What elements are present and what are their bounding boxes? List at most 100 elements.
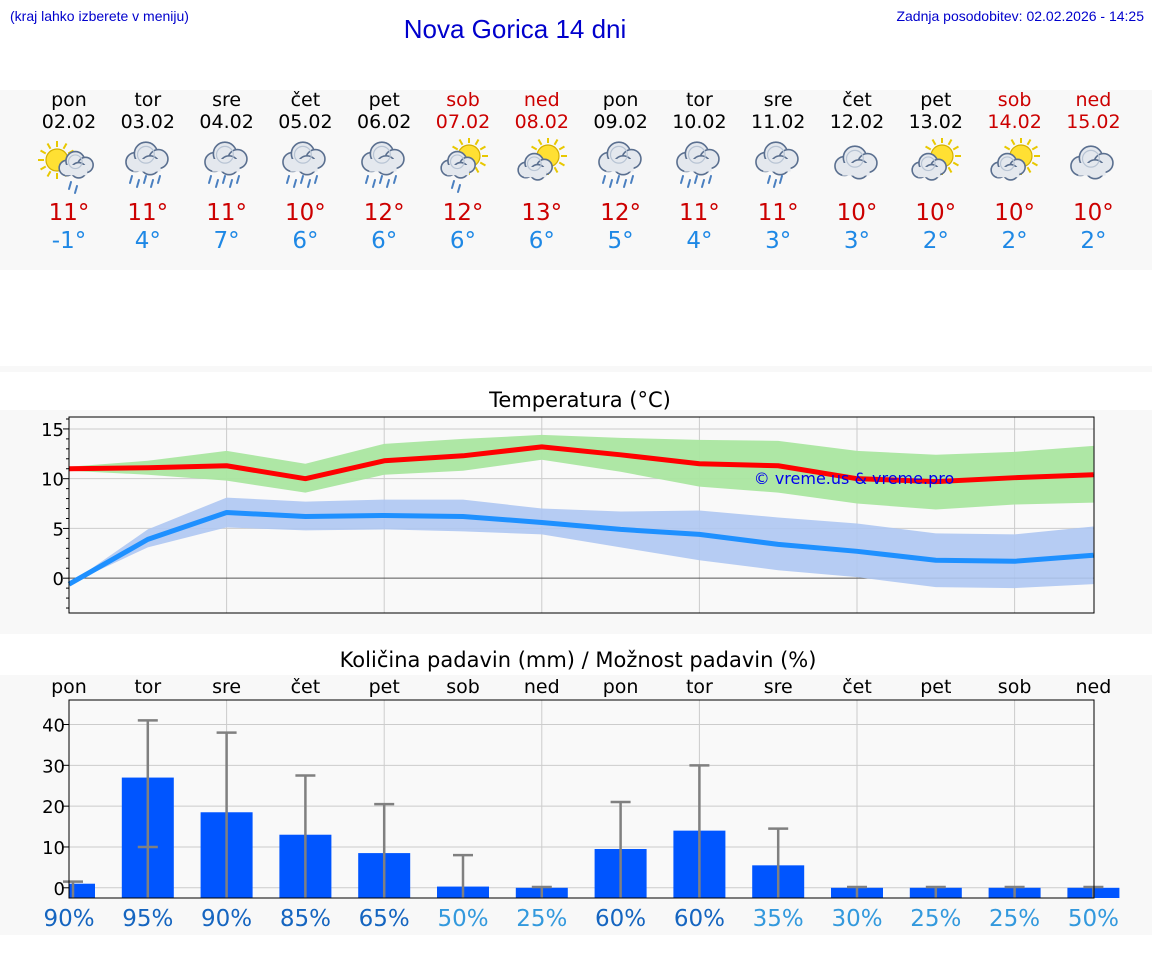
temp-max: 12° <box>600 200 641 226</box>
temp-max-point <box>541 446 543 448</box>
temp-max: 10° <box>915 200 957 226</box>
temp-min: 4° <box>686 228 713 254</box>
x-category-label: ned <box>524 676 560 698</box>
temp-max-point <box>856 478 858 480</box>
precip-probability: 25% <box>516 906 567 932</box>
temp-min-point <box>383 514 385 516</box>
temp-max: 11° <box>48 200 90 226</box>
day-date: 03.02 <box>120 111 175 133</box>
temperature-chart: Temperatura (°C) 0 5 10 15 © vreme.us & vreme… <box>41 388 1095 614</box>
temp-max-point <box>226 465 228 467</box>
temp-min: 3° <box>843 228 871 254</box>
precip-probability: 50% <box>437 906 488 932</box>
page-title: Nova Gorica 14 dni <box>403 14 627 44</box>
precip-probability: 85% <box>280 906 331 932</box>
cloud-heavy-rain-icon <box>282 141 327 188</box>
temp-max: 13° <box>521 200 563 226</box>
plot-frame <box>68 416 1095 614</box>
temp-min: 6° <box>449 228 477 254</box>
watermark: © vreme.us & vreme.pro <box>754 469 955 488</box>
temp-min: 2° <box>922 228 949 254</box>
location-menu-hint[interactable]: (kraj lahko izberete v meniju) <box>10 8 189 24</box>
temp-min: 7° <box>213 228 240 254</box>
x-category-label: sre <box>212 676 241 698</box>
day-column: tor 10.02 11° 4° <box>660 90 738 256</box>
precip-probability: 90% <box>43 906 94 932</box>
temp-max-point <box>698 463 700 465</box>
day-date: 06.02 <box>356 111 412 133</box>
day-name: sre <box>212 89 242 111</box>
y-tick-label: 20 <box>42 797 65 818</box>
temp-max: 12° <box>442 200 484 226</box>
x-category-label: tor <box>686 676 713 698</box>
temp-min-point <box>304 515 306 517</box>
day-name: sob <box>997 89 1032 111</box>
cloud-icon <box>1070 145 1115 180</box>
day-name: sre <box>763 89 793 111</box>
day-name: ned <box>1075 89 1112 111</box>
temp-max: 11° <box>757 200 799 226</box>
x-category-label: pon <box>51 676 87 698</box>
temp-max: 11° <box>127 200 169 226</box>
precip-probability: 90% <box>201 906 252 932</box>
sun-cloud-icon <box>989 138 1040 181</box>
day-date: 09.02 <box>593 111 648 133</box>
temp-min-point <box>1014 560 1016 562</box>
day-column: sob 07.02 12° 6° <box>424 90 502 256</box>
x-category-label: čet <box>291 676 321 698</box>
day-name: pon <box>602 89 639 111</box>
temp-min-band <box>69 497 1094 589</box>
day-name: čet <box>842 89 872 111</box>
x-category-label: pet <box>369 676 400 698</box>
precipitation-chart: Količina padavin (mm) / Možnost padavin … <box>42 648 1120 932</box>
divider <box>0 366 1152 372</box>
day-name: tor <box>134 89 162 111</box>
forecast-strip <box>0 90 1152 270</box>
temp-min-point <box>226 512 228 514</box>
y-tick-label: 0 <box>54 879 65 900</box>
temp-max: 10° <box>285 200 326 226</box>
precip-probability: 65% <box>359 906 410 932</box>
day-date: 07.02 <box>435 111 491 133</box>
y-tick-label: 10 <box>41 470 64 491</box>
day-column: pet 13.02 10° 2° <box>897 90 975 256</box>
temp-max-point <box>1014 477 1016 479</box>
x-category-label: tor <box>134 676 161 698</box>
temp-max: 10° <box>1073 200 1114 226</box>
day-column: čet 05.02 10° 6° <box>266 90 344 256</box>
day-date: 11.02 <box>750 111 806 133</box>
day-name: tor <box>685 89 713 111</box>
precip-probability: 30% <box>831 906 882 932</box>
sun-cloud-light-rain-icon <box>440 138 488 193</box>
temp-max: 11° <box>679 200 720 226</box>
cloud-heavy-rain-icon <box>361 141 405 188</box>
day-date: 02.02 <box>41 111 97 133</box>
precip-probability: 95% <box>122 906 173 932</box>
temp-min-point <box>856 550 858 552</box>
temp-max-point <box>777 465 779 467</box>
temp-min: 2° <box>1001 228 1028 254</box>
x-category-label: čet <box>842 676 872 698</box>
cloud-heavy-rain-icon <box>124 141 169 188</box>
day-date: 15.02 <box>1066 111 1121 133</box>
x-category-label: pon <box>603 676 639 698</box>
temp-min-point <box>935 559 937 561</box>
day-name: pon <box>51 89 87 111</box>
day-date: 10.02 <box>672 111 727 133</box>
day-name: sob <box>446 89 480 111</box>
precip-probability: 60% <box>595 906 646 932</box>
temp-min: -1° <box>51 228 87 254</box>
temp-max-point <box>147 467 149 469</box>
day-column: ned 08.02 13° 6° <box>503 90 581 256</box>
sun-cloud-icon <box>517 138 567 181</box>
cloud-heavy-rain-icon <box>597 141 642 188</box>
day-date: 05.02 <box>278 111 333 133</box>
cloud-icon <box>834 145 878 180</box>
chart-title: Količina padavin (mm) / Možnost padavin … <box>340 648 817 672</box>
precip-probability: 50% <box>1068 906 1119 932</box>
cloud-heavy-rain-icon <box>676 141 721 188</box>
day-column: tor 03.02 11° 4° <box>109 90 187 256</box>
temp-min-point <box>777 543 779 545</box>
temp-min: 3° <box>765 228 792 254</box>
y-tick-label: 0 <box>53 569 64 590</box>
